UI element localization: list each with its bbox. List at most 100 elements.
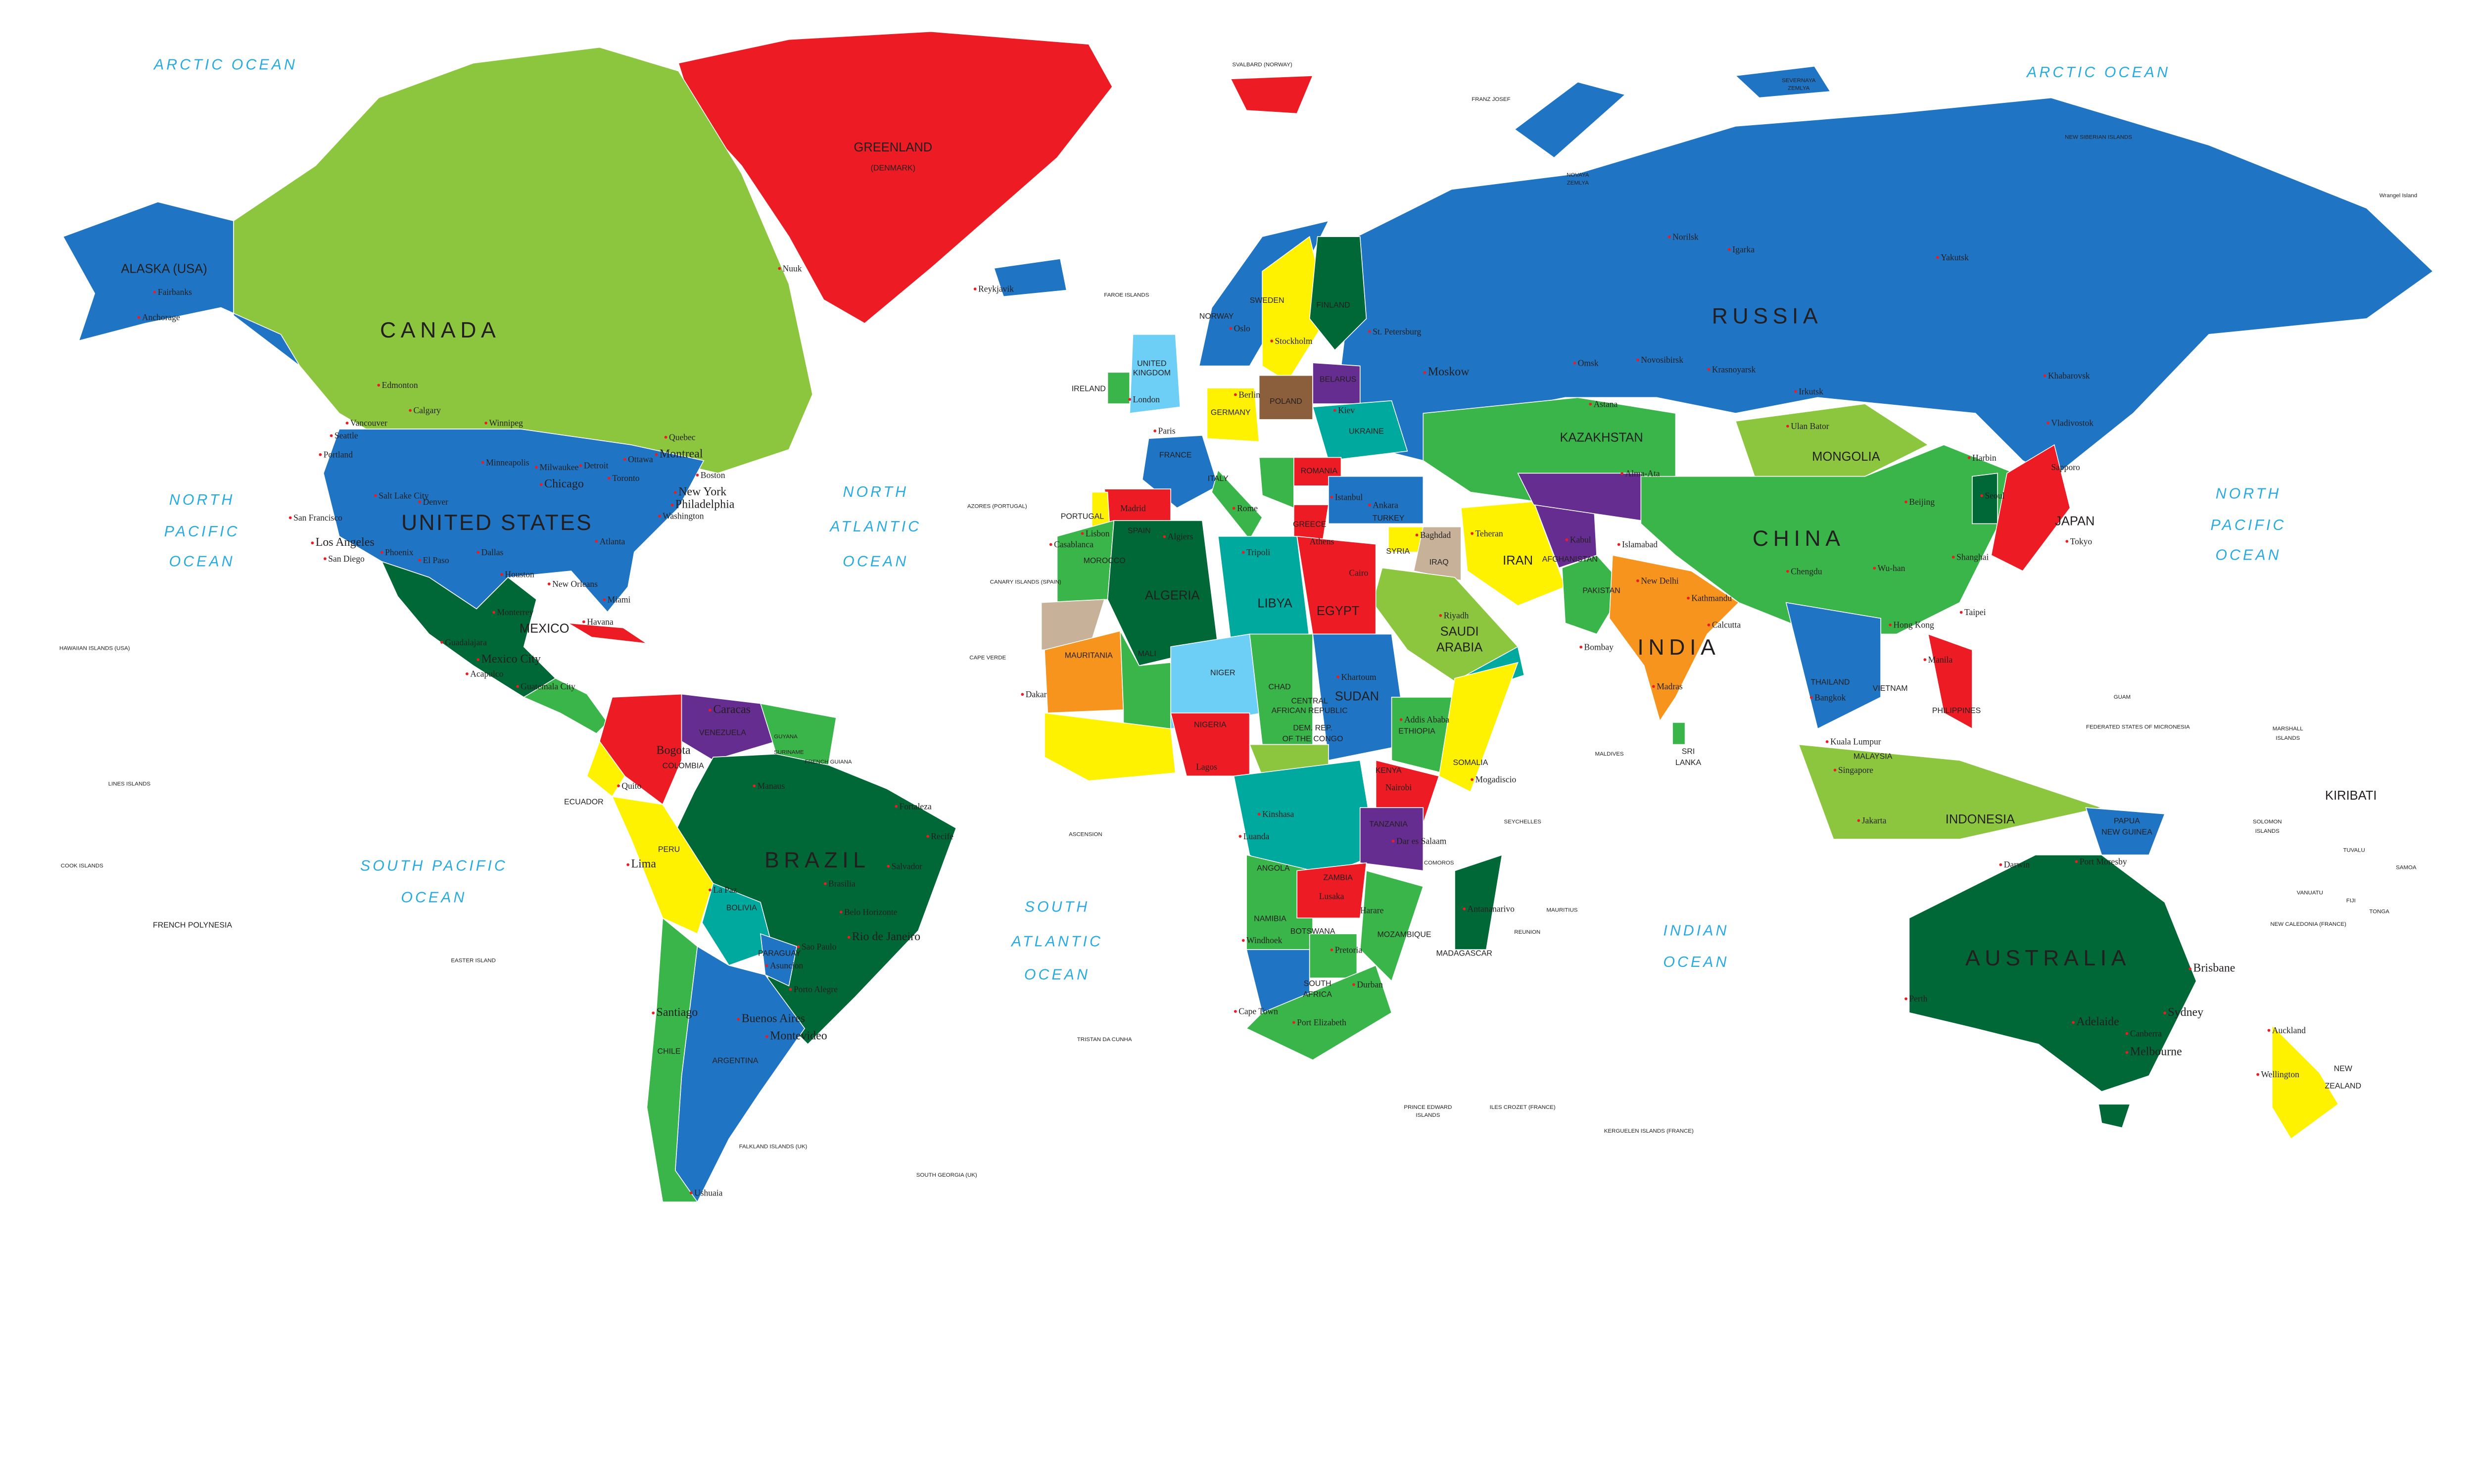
country-shape-mexico [381, 561, 556, 698]
city-marker-icon [547, 582, 551, 585]
city-marker-icon [1589, 402, 1592, 406]
region-label-faroe: FAROE ISLANDS [1104, 292, 1149, 298]
city-marker-icon [476, 551, 480, 554]
city-marker-icon [582, 620, 585, 623]
city-marker-icon [839, 910, 843, 913]
region-label-frpolynesia: FRENCH POLYNESIA [153, 921, 232, 929]
region-label-australia: AUSTRALIA [1965, 946, 2131, 970]
region-label-italy: ITALY [1208, 475, 1229, 483]
region-label-severnaya1: SEVERNAYA [1782, 78, 1816, 84]
region-label-france: FRANCE [1159, 451, 1192, 459]
city-label-almaata: Alma-Ata [1625, 469, 1660, 479]
city-marker-icon [1923, 658, 1927, 661]
city-marker-icon [887, 864, 890, 868]
city-marker-icon [603, 598, 606, 601]
city-label-chicago: Chicago [544, 478, 584, 490]
city-marker-icon [500, 573, 503, 576]
city-marker-icon [319, 453, 322, 456]
city-label-krasnoyarsk: Krasnoyarsk [1712, 364, 1756, 374]
city-label-brisbane: Brisbane [2193, 962, 2235, 975]
region-label-portugal: PORTUGAL [1061, 513, 1104, 521]
city-marker-icon [1115, 507, 1119, 510]
region-label-newcaledonia: NEW CALEDONIA (FRANCE) [2270, 921, 2346, 927]
country-shape-paraguay [760, 933, 798, 987]
region-label-suriname: SURINAME [774, 750, 804, 756]
city-marker-icon [535, 466, 538, 469]
region-label-mongolia: MONGOLIA [1812, 450, 1880, 464]
city-marker-icon [153, 290, 156, 294]
ocean-label-arctic_w: ARCTIC OCEAN [153, 56, 297, 73]
city-label-edmonton: Edmonton [382, 380, 418, 390]
city-label-mogadiscio: Mogadiscio [1475, 774, 1517, 784]
city-label-lisbon: Lisbon [1086, 528, 1110, 538]
region-label-franzjosef: FRANZ JOSEF [1472, 96, 1510, 102]
city-label-boston: Boston [701, 470, 725, 480]
city-marker-icon [539, 483, 543, 486]
city-marker-icon [1825, 740, 1829, 743]
city-marker-icon [1234, 1010, 1237, 1013]
city-label-reykjavik: Reykjavik [978, 284, 1014, 294]
region-label-hawaii: HAWAIIAN ISLANDS (USA) [59, 645, 130, 651]
city-marker-icon [926, 835, 929, 838]
region-label-malaysia: MALAYSIA [1854, 752, 1893, 761]
region-label-srilanka2: LANKA [1675, 759, 1702, 767]
city-marker-icon [847, 936, 851, 939]
city-marker-icon [1368, 503, 1371, 507]
city-marker-icon [895, 805, 898, 808]
city-label-calcutta: Calcutta [1712, 620, 1741, 630]
region-label-namibia: NAMIBIA [1254, 915, 1286, 923]
city-marker-icon [1333, 409, 1336, 412]
city-label-guatemala: Guatemala City [521, 681, 575, 691]
region-label-algeria: ALGERIA [1145, 588, 1200, 602]
city-marker-icon [1579, 645, 1583, 649]
city-marker-icon [311, 541, 314, 545]
city-label-sydney: Sydney [2168, 1006, 2203, 1019]
region-label-somalia: SOMALIA [1453, 759, 1488, 767]
city-marker-icon [670, 503, 674, 507]
city-marker-icon [1352, 983, 1355, 986]
country-shape-tanzania [1359, 807, 1424, 871]
city-marker-icon [440, 641, 443, 644]
city-label-portelizabeth: Port Elizabeth [1297, 1017, 1346, 1027]
region-label-wrangel: Wrangel Island [2379, 192, 2417, 198]
city-label-santiago: Santiago [657, 1006, 698, 1019]
region-label-southafrica1: SOUTH [1304, 979, 1332, 988]
city-label-astana: Astana [1594, 399, 1618, 409]
city-label-berlin: Berlin [1238, 389, 1260, 399]
city-marker-icon [1652, 685, 1655, 688]
region-label-mali: MALI [1138, 650, 1156, 658]
region-label-lines: LINES ISLANDS [108, 781, 151, 787]
city-marker-icon [1270, 339, 1274, 343]
region-label-poland: POLAND [1270, 397, 1302, 406]
region-label-uk2: KINGDOM [1133, 369, 1171, 378]
ocean-label-ind2: OCEAN [1663, 954, 1729, 970]
city-marker-icon [2163, 1011, 2166, 1015]
country-shape-srilanka [1672, 722, 1686, 745]
region-label-japan: JAPAN [2055, 515, 2094, 528]
city-label-khabarovsk: Khabarovsk [2048, 371, 2090, 381]
city-label-adelaide: Adelaide [2076, 1015, 2119, 1028]
region-label-solomon1: SOLOMON [2253, 819, 2282, 825]
region-label-zambia: ZAMBIA [1323, 874, 1353, 882]
ocean-label-satl2: ATLANTIC [1010, 934, 1103, 950]
city-label-portland: Portland [324, 449, 353, 459]
city-marker-icon [345, 422, 349, 425]
city-label-minneapolis: Minneapolis [486, 457, 529, 467]
city-label-quebec: Quebec [669, 432, 696, 442]
region-label-drc2: OF THE CONGO [1283, 735, 1343, 743]
country-shape-china [1640, 444, 2024, 635]
region-label-solomon2: ISLANDS [2255, 828, 2280, 834]
country-shape-indonesia [1798, 744, 2103, 840]
city-label-seoul: Seoul [1985, 490, 2004, 500]
city-label-washington: Washington [663, 511, 704, 521]
region-label-tristan: TRISTAN DA CUNHA [1077, 1037, 1132, 1043]
country-shape-venezuela [681, 693, 777, 761]
region-label-colombia: COLOMBIA [663, 762, 705, 770]
city-label-jakarta: Jakarta [1862, 815, 1887, 825]
city-label-igarka: Igarka [1732, 244, 1755, 254]
city-marker-icon [288, 516, 292, 520]
city-label-windhoek: Windhoek [1246, 935, 1283, 945]
city-label-mexicocity: Mexico City [481, 653, 541, 666]
city-marker-icon [377, 383, 381, 387]
city-label-quito: Quito [621, 781, 641, 791]
